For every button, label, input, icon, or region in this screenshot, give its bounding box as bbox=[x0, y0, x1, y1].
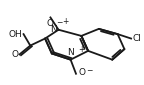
Text: O: O bbox=[47, 19, 54, 28]
Text: O: O bbox=[11, 50, 18, 59]
Text: O: O bbox=[79, 68, 86, 77]
Text: +: + bbox=[62, 17, 68, 26]
Text: N: N bbox=[50, 25, 57, 34]
Text: Cl: Cl bbox=[132, 34, 141, 43]
Text: −: − bbox=[86, 66, 92, 75]
Text: −: − bbox=[56, 18, 63, 27]
Text: OH: OH bbox=[8, 30, 22, 39]
Text: +: + bbox=[78, 45, 84, 53]
Text: N: N bbox=[67, 48, 74, 57]
